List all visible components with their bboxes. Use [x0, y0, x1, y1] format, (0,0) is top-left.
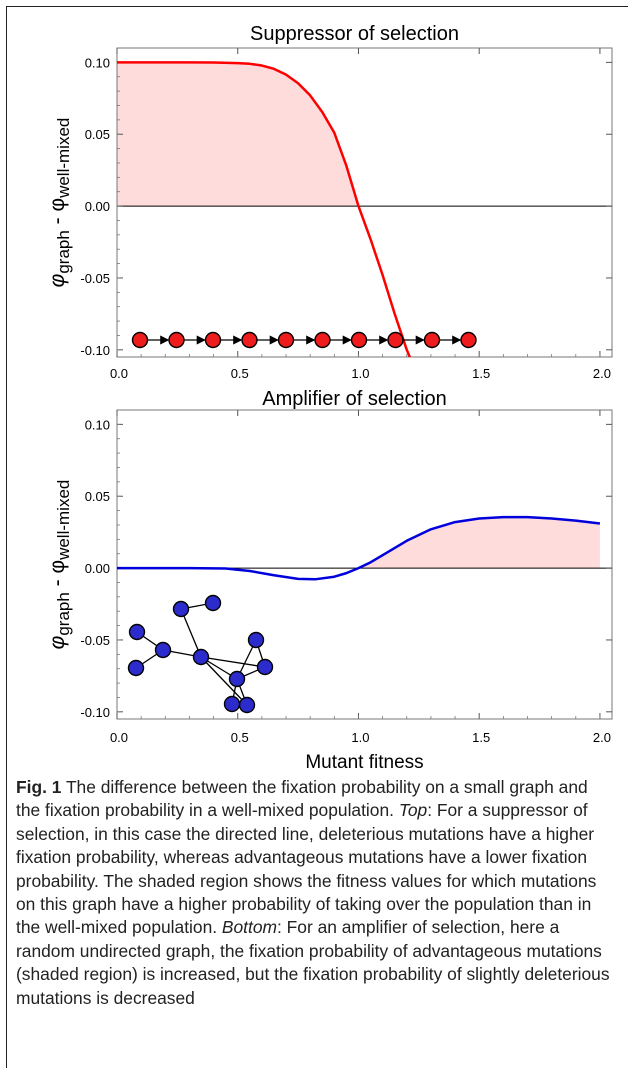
x-tick-label: 1.5 [472, 730, 490, 745]
x-axis-label: Mutant fitness [305, 752, 423, 770]
y-label-sub-graph: graph [54, 230, 73, 273]
caption-bottom-label: Bottom [221, 917, 277, 938]
y-label-phi: φ [46, 635, 69, 649]
y-tick-label: 0.05 [85, 127, 110, 142]
figure-frame-left [6, 6, 7, 1068]
figure-frame-top [6, 6, 628, 7]
y-tick-label: -0.05 [80, 271, 110, 286]
chart-2: Amplifier of selection 0.10 0.05 0.00 -0.05 -… [46, 388, 613, 770]
graph-edge [180, 608, 202, 658]
graph-node [350, 331, 368, 349]
x-tick-label: 1.0 [351, 730, 369, 745]
y-label-sub-graph: graph [54, 592, 73, 635]
caption-text-part2: : For a suppressor of selection, in this… [16, 800, 597, 938]
graph-node [192, 648, 210, 666]
graph-node [238, 696, 256, 714]
y-axis-label: φgraph - φwell-mixed [46, 480, 73, 650]
shaded-region [117, 62, 412, 207]
graph-node [314, 331, 331, 349]
plot-frame [116, 47, 613, 358]
y-label-minus-phi: - φ [46, 198, 69, 230]
directed-line-inset [131, 331, 477, 349]
random-graph-inset [127, 594, 274, 714]
chart-title: Suppressor of selection [250, 23, 459, 45]
shaded-region [117, 517, 600, 569]
x-tick-label: 1.0 [351, 366, 369, 381]
y-tick-label: -0.10 [80, 705, 110, 720]
graph-node [460, 331, 477, 349]
caption-text-part1: The difference between the fixation prob… [16, 777, 588, 821]
y-tick-label: -0.05 [80, 633, 110, 648]
graph-node [154, 641, 172, 659]
graph-node [168, 331, 185, 349]
graph-node [128, 623, 146, 641]
x-tick-label: 0.5 [231, 730, 249, 745]
graph-node [172, 600, 190, 618]
graph-node [423, 331, 441, 349]
series-line [117, 515, 601, 581]
plot-frame [116, 409, 613, 720]
caption-top-label: Top [398, 800, 428, 821]
y-tick-label: 0.05 [85, 489, 110, 504]
y-tick-label: -0.10 [80, 343, 110, 358]
graph-node [277, 331, 295, 349]
graph-node [204, 594, 222, 612]
graph-node [256, 658, 274, 676]
chart-1: Suppressor of selection 0.10 0.05 0.00 -0.05… [46, 23, 613, 381]
x-tick-label: 0.5 [231, 366, 249, 381]
y-label-minus-phi: - φ [46, 560, 69, 592]
graph-node [228, 670, 246, 688]
x-tick-label: 1.5 [472, 366, 490, 381]
figure-caption: Fig. 1 The difference between the fixati… [16, 776, 616, 1010]
graph-node [241, 331, 258, 349]
y-tick-label: 0.10 [85, 417, 110, 432]
graph-edge [200, 656, 266, 668]
graph-node [204, 331, 222, 349]
graph-edge [200, 656, 248, 706]
y-label-phi: φ [46, 273, 69, 287]
y-label-sub-wellmixed: well-mixed [54, 480, 73, 561]
graph-node [387, 331, 404, 349]
graph-node [131, 331, 149, 349]
graph-node [247, 631, 265, 649]
caption-figure-label: Fig. 1 [16, 777, 62, 797]
x-tick-label: 2.0 [593, 730, 611, 745]
caption-text-part3: : For an amplifier of selection, here a … [16, 917, 610, 1008]
figure-plots: Suppressor of selection 0.10 0.05 0.00 -0.05… [46, 23, 613, 770]
y-tick-label: 0.00 [85, 561, 110, 576]
y-axis-label: φgraph - φwell-mixed [46, 118, 73, 288]
graph-node [127, 659, 145, 677]
chart-title: Amplifier of selection [262, 388, 447, 410]
y-label-sub-wellmixed: well-mixed [54, 118, 73, 199]
y-tick-label: 0.10 [85, 55, 110, 70]
graph-node [223, 695, 241, 713]
x-tick-label: 0.0 [110, 366, 128, 381]
x-tick-label: 2.0 [593, 366, 611, 381]
x-tick-label: 0.0 [110, 730, 128, 745]
series-line [117, 61, 412, 357]
y-tick-label: 0.00 [85, 199, 110, 214]
